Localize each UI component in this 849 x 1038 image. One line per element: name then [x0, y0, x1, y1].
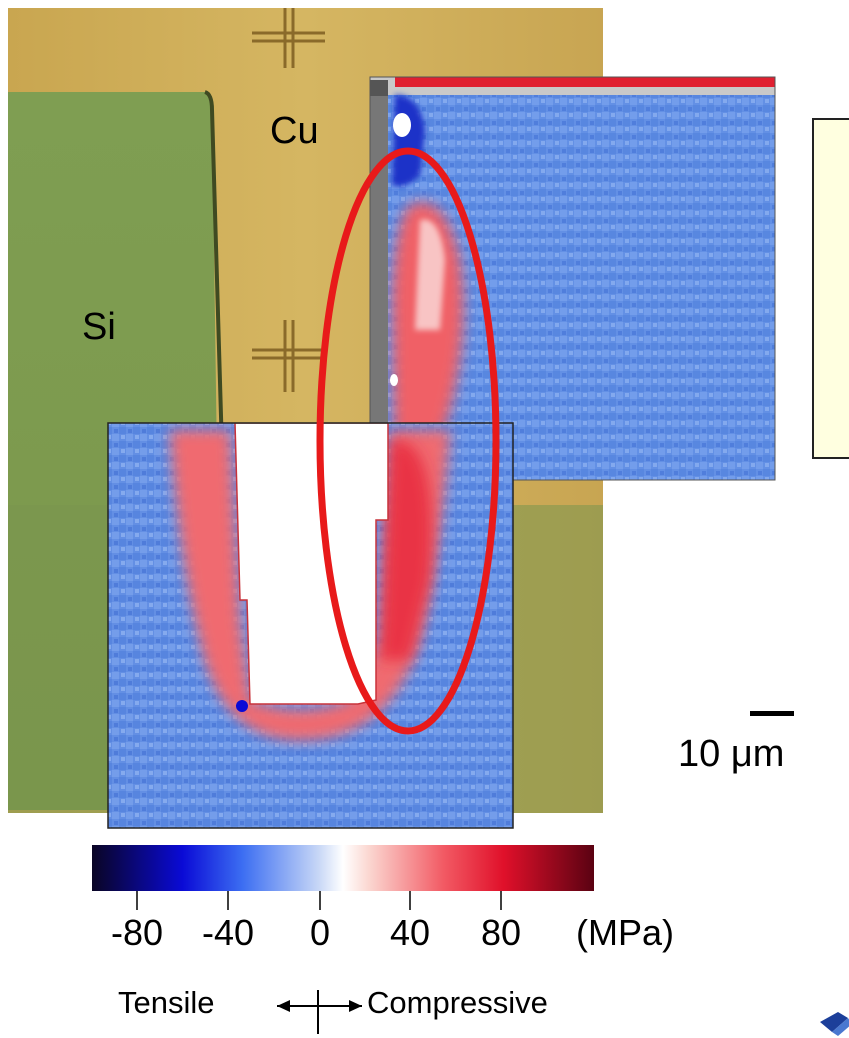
note-box [812, 118, 849, 459]
institution-logo-icon [820, 1012, 849, 1036]
alignment-mark-top [252, 8, 325, 68]
copper-label: Cu [270, 110, 319, 152]
alignment-mark-middle [252, 320, 325, 392]
colorbar-unit-label: (MPa) [576, 912, 674, 953]
stress-map-lower [108, 423, 513, 828]
tensile-compressive-arrow [277, 990, 362, 1034]
colorbar-tick-label: 0 [309, 912, 331, 953]
colorbar-tick-label: -40 [201, 912, 255, 953]
silicon-label: Si [82, 306, 116, 348]
colorbar-tick-label: -80 [110, 912, 164, 953]
scale-bar [750, 711, 794, 716]
highlight-ellipse [316, 147, 500, 735]
scale-bar-label: 10 μm [678, 733, 785, 775]
colorbar [92, 845, 594, 1034]
tensile-label: Tensile [118, 985, 215, 1020]
stress-map-upper [370, 77, 775, 480]
colorbar-tick-label: 80 [480, 912, 522, 953]
colorbar-tick-label: 40 [389, 912, 431, 953]
compressive-label: Compressive [367, 985, 548, 1020]
